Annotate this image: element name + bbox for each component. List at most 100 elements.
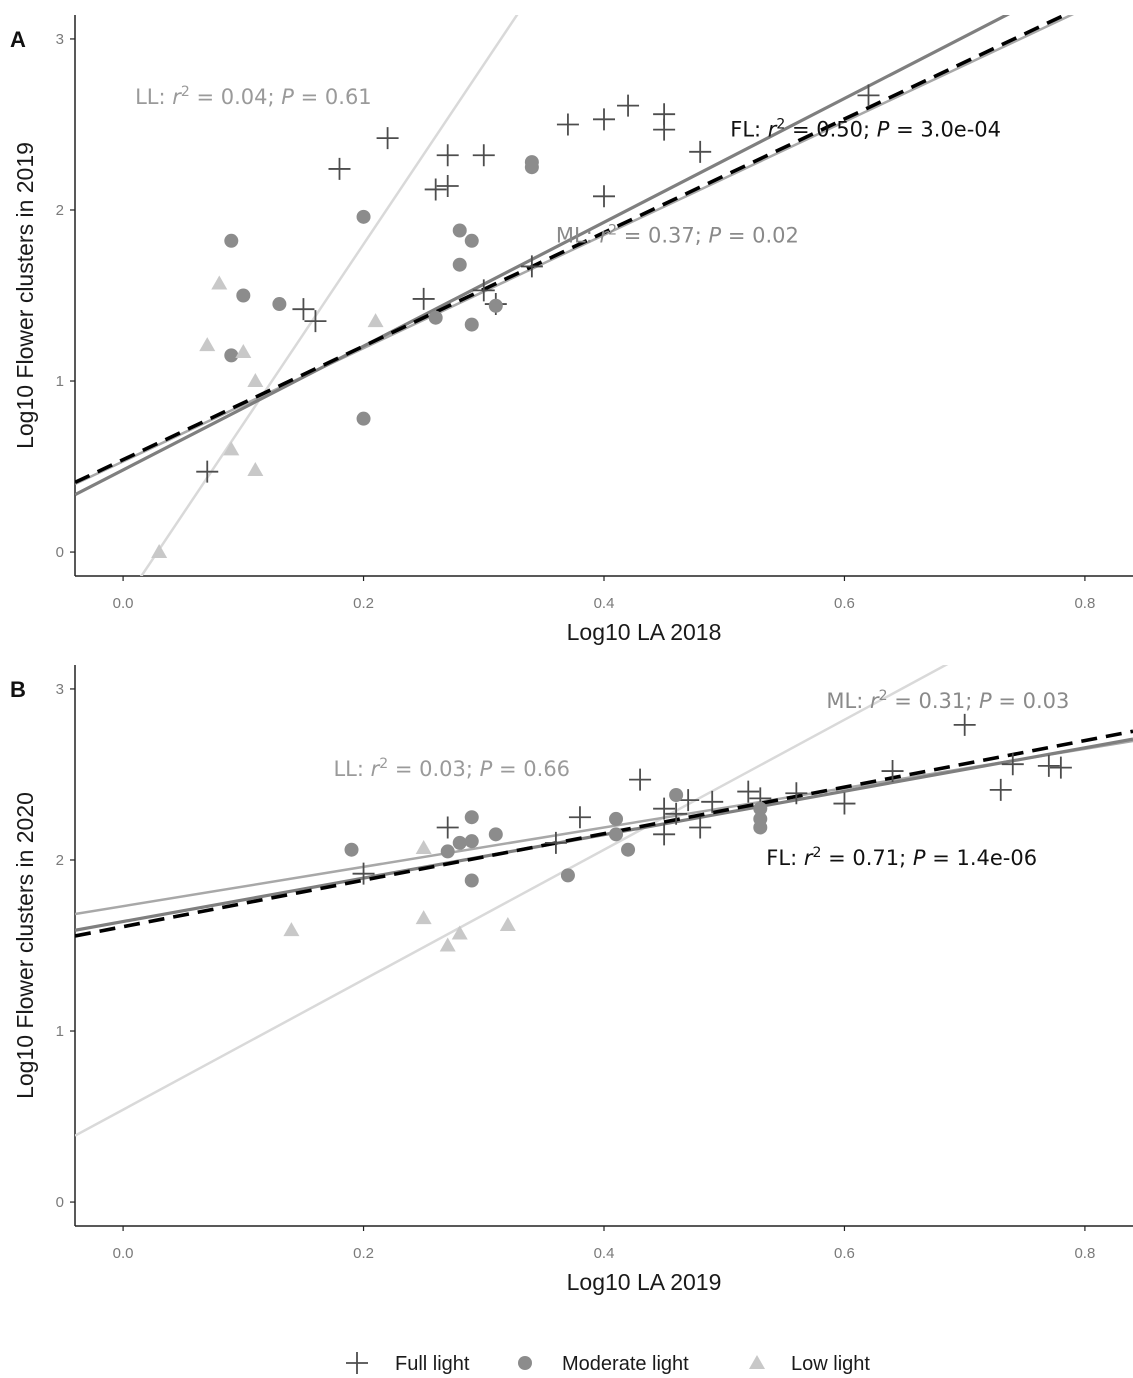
x-tick-label: 0.0 bbox=[113, 1245, 134, 1262]
point-circle bbox=[609, 827, 624, 842]
y-tick-label: 1 bbox=[56, 373, 64, 390]
point-circle bbox=[464, 834, 479, 849]
point-plus bbox=[196, 460, 219, 483]
annotation-fl: FL: r2 = 0.71; P = 1.4e-06 bbox=[766, 845, 1037, 870]
x-tick-label: 0.8 bbox=[1074, 1245, 1095, 1262]
point-circle bbox=[669, 787, 684, 802]
point-plus bbox=[376, 127, 399, 150]
point-plus bbox=[520, 255, 543, 278]
point-plus bbox=[472, 279, 495, 302]
point-circle bbox=[524, 155, 539, 170]
y-tick-label: 3 bbox=[56, 681, 64, 698]
point-plus bbox=[436, 144, 459, 167]
x-tick-label: 0.4 bbox=[594, 1245, 615, 1262]
point-plus bbox=[304, 310, 327, 333]
point-plus bbox=[1001, 753, 1024, 776]
x-tick-label: 0.4 bbox=[594, 595, 615, 612]
point-triangle bbox=[499, 916, 516, 931]
point-circle bbox=[344, 842, 359, 857]
point-triangle bbox=[211, 275, 228, 290]
x-tick-label: 0.6 bbox=[834, 595, 855, 612]
point-plus bbox=[593, 185, 615, 208]
legend-label: Full light bbox=[395, 1353, 470, 1375]
y-axis-title: Log10 Flower clusters in 2019 bbox=[12, 142, 38, 449]
point-plus bbox=[292, 298, 315, 321]
point-circle bbox=[753, 811, 768, 826]
point-triangle bbox=[451, 925, 468, 940]
point-plus bbox=[785, 782, 808, 805]
x-tick-label: 0.8 bbox=[1074, 595, 1095, 612]
point-plus bbox=[472, 144, 495, 167]
point-plus bbox=[568, 806, 591, 829]
regression-lines bbox=[75, 15, 1075, 576]
point-plus bbox=[556, 113, 579, 136]
y-tick-label: 2 bbox=[56, 852, 64, 869]
point-plus bbox=[424, 178, 447, 201]
point-triangle bbox=[415, 840, 432, 855]
point-plus bbox=[701, 790, 724, 813]
x-axis-title: Log10 LA 2018 bbox=[567, 619, 722, 645]
x-tick-label: 0.2 bbox=[353, 1245, 374, 1262]
annotation-fl: FL: r2 = 0.50; P = 3.0e-04 bbox=[730, 116, 1001, 141]
point-plus bbox=[617, 94, 640, 117]
point-circle bbox=[753, 801, 768, 816]
point-plus bbox=[412, 287, 435, 310]
point-circle bbox=[428, 310, 443, 325]
point-plus bbox=[629, 768, 652, 791]
point-plus bbox=[593, 108, 615, 131]
point-plus bbox=[436, 816, 459, 839]
point-circle bbox=[272, 297, 287, 312]
fit-line-fl bbox=[75, 15, 1069, 485]
point-plus bbox=[1037, 754, 1060, 777]
point-circle bbox=[464, 873, 479, 888]
point-plus bbox=[989, 778, 1012, 801]
point-plus bbox=[665, 802, 688, 825]
panel-a: 0.0 0.2 0.4 0.6 0.8 0 1 2 3 Log10 LA 2018 Log10 Fl… bbox=[10, 15, 1133, 645]
point-circle bbox=[452, 223, 467, 238]
legend-marker-plus bbox=[346, 1352, 368, 1374]
regression-lines bbox=[75, 665, 1133, 1137]
point-plus bbox=[857, 84, 880, 107]
point-triangle bbox=[199, 337, 216, 352]
point-plus bbox=[352, 862, 375, 885]
point-circle bbox=[224, 348, 239, 363]
annotation-ml: ML: r2 = 0.37; P = 0.02 bbox=[556, 222, 799, 247]
legend-label: Moderate light bbox=[562, 1353, 689, 1375]
panel-b: 0.0 0.2 0.4 0.6 0.8 0 1 2 3 Log10 LA 2019 Log10 Fl… bbox=[10, 665, 1133, 1295]
annotation-ml: ML: r2 = 0.31; P = 0.03 bbox=[826, 688, 1069, 713]
fit-line-fl bbox=[75, 15, 1011, 497]
point-plus bbox=[653, 823, 676, 846]
point-plus bbox=[653, 103, 676, 126]
point-circle bbox=[452, 835, 467, 850]
point-plus bbox=[833, 792, 856, 815]
point-circle bbox=[609, 811, 624, 826]
point-triangle bbox=[439, 937, 456, 952]
data-points bbox=[283, 713, 1072, 952]
point-circle bbox=[356, 411, 371, 426]
point-triangle bbox=[247, 461, 264, 476]
legend: Full light Moderate light Low light bbox=[346, 1352, 870, 1375]
point-circle bbox=[488, 298, 503, 313]
point-triangle bbox=[151, 544, 168, 559]
point-circle bbox=[440, 844, 455, 859]
point-plus bbox=[737, 780, 760, 803]
point-triangle bbox=[367, 313, 384, 328]
fit-line-fl bbox=[75, 729, 1133, 938]
point-circle bbox=[464, 810, 479, 825]
fit-line-ml bbox=[75, 15, 1075, 486]
point-plus bbox=[328, 157, 351, 180]
point-circle bbox=[621, 842, 636, 857]
panel-label: A bbox=[10, 27, 26, 52]
y-tick-label: 2 bbox=[56, 202, 64, 219]
point-circle bbox=[560, 868, 575, 883]
x-tick-label: 0.2 bbox=[353, 595, 374, 612]
point-triangle bbox=[223, 441, 240, 456]
legend-marker-triangle bbox=[749, 1355, 765, 1369]
point-plus bbox=[953, 713, 976, 736]
x-tick-label: 0.6 bbox=[834, 1245, 855, 1262]
point-plus bbox=[881, 760, 904, 783]
point-circle bbox=[452, 257, 467, 272]
point-triangle bbox=[415, 910, 432, 925]
point-circle bbox=[236, 288, 251, 303]
point-circle bbox=[464, 233, 479, 248]
